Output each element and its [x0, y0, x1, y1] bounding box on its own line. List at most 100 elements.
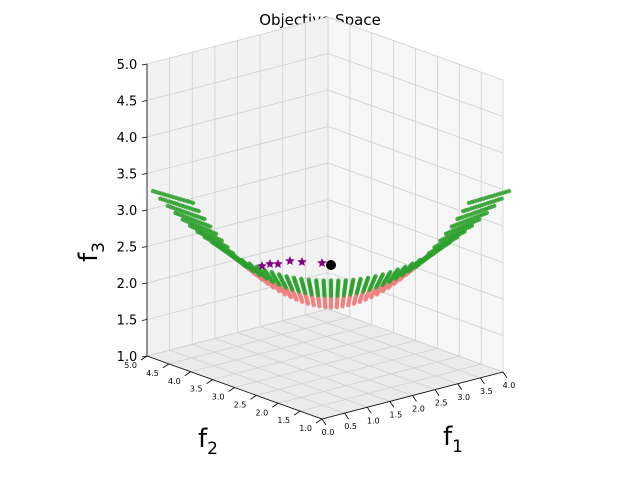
- tick-mark: [141, 246, 148, 248]
- tick-mark: [344, 412, 349, 420]
- pareto-star-marker: [265, 259, 275, 269]
- tick-mark: [434, 389, 440, 396]
- grid-line: [146, 126, 329, 174]
- f2-axis-label: f2: [198, 424, 218, 459]
- surface-point-front: [321, 278, 326, 283]
- surface-point-front: [336, 278, 341, 283]
- surface-point-front: [380, 272, 386, 277]
- surface-point-front: [291, 275, 297, 280]
- pareto-star-marker: [297, 257, 307, 267]
- surface-point-front: [180, 217, 185, 222]
- tick-mark: [206, 379, 213, 384]
- f1-tick-label: 3.5: [480, 387, 493, 396]
- pareto-star-marker: [317, 258, 327, 268]
- surface-point-front: [225, 249, 230, 255]
- tick-mark: [293, 410, 301, 416]
- grid-line: [146, 53, 329, 101]
- grid-line: [278, 355, 460, 404]
- tick-mark: [457, 383, 463, 390]
- surface-point-front: [150, 188, 156, 194]
- f2-tick-label: 3.0: [212, 393, 225, 402]
- surface-point-front: [432, 249, 437, 255]
- surface-point-front: [328, 278, 334, 283]
- grid-line: [234, 340, 416, 388]
- f1-tick-label: 0.0: [322, 428, 335, 437]
- f1-axis-label: f1: [443, 422, 463, 457]
- tick-mark: [184, 371, 191, 377]
- tick-mark: [141, 209, 148, 212]
- f2-tick-label: 1.0: [299, 424, 312, 433]
- tick-labels: 0.0 0.5 1.0 1.5 2.0 2.5 3.0 3.5 4.0 1.0 1.5 2.0 2.5 3…: [117, 58, 516, 437]
- grid-line: [300, 363, 482, 412]
- f3-tick-label: 4.5: [117, 95, 138, 110]
- surface-point-front: [417, 257, 423, 263]
- surface-point-front: [158, 196, 163, 201]
- axis-lines: [140, 63, 508, 426]
- grid-line: [212, 332, 394, 381]
- grid-line: [146, 89, 329, 138]
- f1-tick-label: 4.0: [503, 381, 516, 390]
- f1-tick-label: 1.5: [390, 410, 403, 419]
- surface-point-front: [239, 257, 245, 263]
- tick-mark: [141, 100, 148, 102]
- surface-point-front: [299, 276, 304, 282]
- surface-point-front: [306, 277, 311, 282]
- tick-mark: [141, 136, 148, 139]
- surface-point-front: [365, 275, 371, 280]
- pareto-star-marker: [285, 256, 295, 266]
- f2-tick-label: 2.0: [256, 408, 269, 417]
- surface-point-front: [425, 253, 430, 259]
- f2-tick-label: 4.5: [146, 369, 159, 378]
- surface-point-front: [247, 261, 252, 266]
- surface-point-front: [202, 235, 208, 240]
- surface-point-front: [506, 188, 512, 194]
- f2-tick-label: 1.5: [277, 416, 290, 425]
- grid-line: [190, 324, 372, 373]
- tick-mark: [141, 319, 148, 321]
- f2-tick-label: 2.5: [234, 400, 247, 409]
- f1-tick-label: 2.5: [435, 399, 448, 408]
- tick-mark: [480, 377, 485, 385]
- surface-point-front: [410, 261, 415, 266]
- grid-line: [327, 199, 504, 263]
- surface-point-front: [499, 196, 504, 201]
- f1-tick-label: 1.0: [367, 416, 380, 425]
- surface-point-front: [284, 274, 289, 279]
- grid-line: [146, 199, 329, 247]
- axis-labels: f1 f2 f3: [74, 242, 463, 459]
- tick-mark: [140, 355, 148, 361]
- surface-point-front: [454, 235, 460, 240]
- f3-tick-label: 1.5: [117, 314, 138, 329]
- tick-mark: [321, 418, 327, 426]
- tick-mark: [141, 63, 148, 66]
- f2-tick-label: 4.0: [168, 377, 181, 386]
- grid-line: [146, 272, 329, 320]
- grid-line: [168, 316, 350, 365]
- tick-mark: [412, 395, 417, 402]
- tick-mark: [366, 407, 372, 414]
- grid-line: [146, 308, 329, 357]
- surface-point-front: [440, 245, 445, 250]
- surface-point-front: [195, 229, 200, 234]
- grid-line: [256, 347, 438, 396]
- f2-tick-label: 5.0: [124, 361, 137, 370]
- surface-point-front: [232, 253, 237, 259]
- surface-point-front: [217, 245, 222, 250]
- surface-point-front: [484, 210, 489, 216]
- tick-mark: [272, 402, 279, 408]
- surface-point-front: [173, 210, 178, 216]
- surface-point-front: [395, 267, 400, 272]
- f3-tick-label: 4.0: [117, 131, 138, 146]
- marker-points: [257, 256, 336, 271]
- ideal-point-marker: [326, 260, 336, 270]
- grid-line: [327, 16, 504, 81]
- tick-mark: [162, 363, 170, 369]
- surface-point-front: [269, 270, 274, 275]
- surface-point-front: [276, 272, 282, 277]
- f1-tick-label: 3.0: [457, 393, 470, 402]
- surface-point-front: [469, 223, 475, 228]
- surface-point-front: [187, 223, 193, 228]
- f2-tick-label: 3.5: [190, 385, 203, 394]
- f3-tick-label: 3.5: [117, 168, 138, 183]
